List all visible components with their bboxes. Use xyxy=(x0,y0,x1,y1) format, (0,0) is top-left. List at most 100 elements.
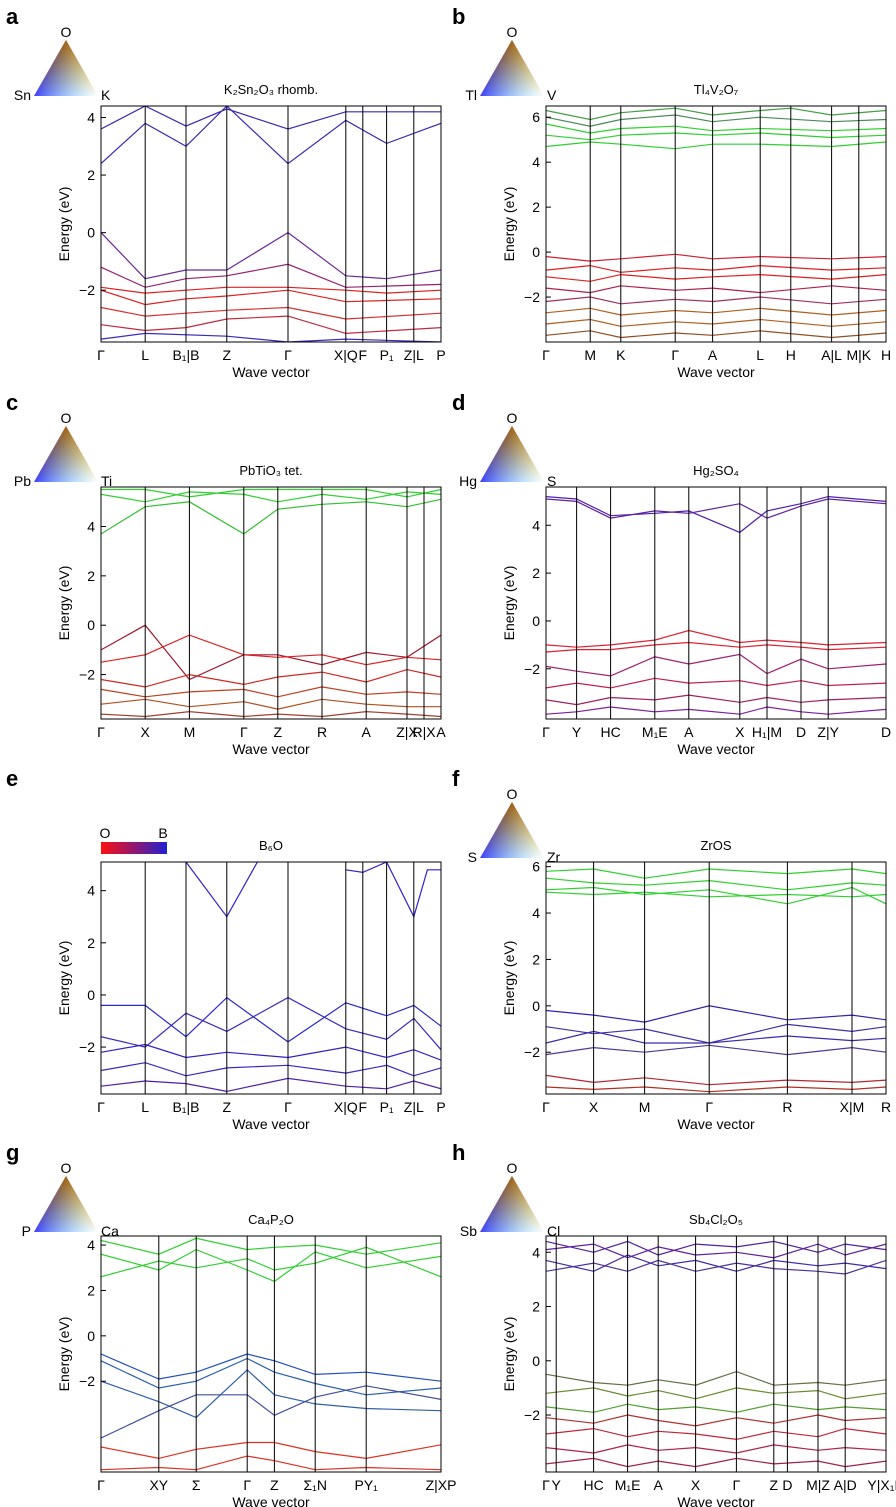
kpoint-label: HC xyxy=(583,1477,603,1493)
legend-right-label: V xyxy=(547,87,557,103)
y-tick-label: 0 xyxy=(532,998,540,1014)
kpoint-label: Γ xyxy=(705,1099,713,1115)
kpoint-label: R xyxy=(881,1099,891,1115)
band-line xyxy=(101,1043,441,1061)
band-line xyxy=(546,1259,886,1275)
composition-legend: O Sb Cl xyxy=(460,1160,560,1239)
kpoint-label: P xyxy=(436,347,445,363)
legend-right-label: Ti xyxy=(101,473,112,489)
y-axis-label: Energy (eV) xyxy=(56,1317,72,1392)
band-line xyxy=(101,1062,441,1077)
kpoint-label: H xyxy=(881,347,891,363)
kpoint-label: A xyxy=(654,1477,664,1493)
legend-top-label: O xyxy=(61,410,72,426)
band-line xyxy=(546,1370,886,1386)
legend-left-label: O xyxy=(100,825,111,841)
kpoint-label: Γ xyxy=(671,347,679,363)
kpoint-label: K xyxy=(616,347,626,363)
kpoint-label: P xyxy=(436,1099,445,1115)
y-axis-label: Energy (eV) xyxy=(56,566,72,641)
y-tick-label: 4 xyxy=(87,1237,95,1253)
band-line xyxy=(101,668,441,688)
band-line xyxy=(101,1385,441,1439)
band-line xyxy=(546,1414,886,1427)
panel-letter: c xyxy=(6,390,18,415)
y-tick-label: 4 xyxy=(87,518,95,534)
kpoint-label: Z xyxy=(223,1099,232,1115)
band-line xyxy=(546,123,886,134)
x-axis-label: Wave vector xyxy=(677,1116,755,1132)
band-lines xyxy=(101,862,441,1093)
band-line xyxy=(101,996,441,1043)
plot-frame xyxy=(100,1235,442,1473)
kpoint-label: M|Z xyxy=(806,1477,830,1493)
band-lines xyxy=(101,488,441,718)
plot-frame xyxy=(545,105,887,343)
panel-letter: e xyxy=(6,766,18,791)
composition-legend: O P Ca xyxy=(22,1160,119,1239)
band-line xyxy=(101,996,441,1051)
band-line xyxy=(546,1044,886,1056)
band-lines xyxy=(101,1237,441,1471)
band-line xyxy=(101,1357,441,1396)
band-line xyxy=(546,1427,886,1441)
x-axis-label: Wave vector xyxy=(232,741,310,757)
chart-title: B₆O xyxy=(259,838,283,853)
kpoint-label: A|D xyxy=(834,1477,857,1493)
band-line xyxy=(546,629,886,648)
band-line xyxy=(546,694,886,706)
kpoint-label: Σ xyxy=(192,1477,201,1493)
y-tick-label: −2 xyxy=(79,667,95,683)
y-tick-label: 0 xyxy=(532,244,540,260)
y-tick-label: −2 xyxy=(524,289,540,305)
band-line xyxy=(345,862,441,919)
kpoint-label: M₁E xyxy=(615,1477,641,1493)
band-line xyxy=(546,1240,886,1256)
legend-colorbar xyxy=(101,842,167,854)
band-line xyxy=(101,488,441,498)
band-line xyxy=(546,330,886,339)
kpoint-label: X xyxy=(141,724,151,740)
band-line xyxy=(546,495,886,534)
kpoint-label: D xyxy=(782,1477,792,1493)
panel-letter: b xyxy=(452,4,465,29)
legend-right-label: Cl xyxy=(547,1223,560,1239)
kpoint-label: Y xyxy=(572,724,582,740)
y-tick-label: 2 xyxy=(532,199,540,215)
kpoint-label: L xyxy=(756,347,764,363)
kpoint-label: Z|L xyxy=(404,347,424,363)
y-tick-label: 4 xyxy=(532,1244,540,1260)
kpoint-label: Γ xyxy=(240,724,248,740)
kpoint-label: A xyxy=(436,724,446,740)
band-line xyxy=(101,1237,441,1255)
legend-right-label: S xyxy=(547,473,556,489)
kpoint-label: H xyxy=(786,347,796,363)
y-tick-label: −2 xyxy=(524,661,540,677)
kpoint-label: Y xyxy=(552,1477,562,1493)
y-tick-label: 0 xyxy=(87,225,95,241)
kpoint-label: Γ xyxy=(243,1477,251,1493)
band-line xyxy=(546,1243,886,1259)
x-axis-label: Wave vector xyxy=(677,364,755,380)
legend-left-label: Hg xyxy=(459,473,477,489)
plot-frame xyxy=(545,486,887,720)
kpoint-label: L xyxy=(141,347,149,363)
band-line xyxy=(101,1353,441,1382)
y-tick-label: 0 xyxy=(87,1328,95,1344)
band-line xyxy=(546,868,886,879)
y-axis-label: Energy (eV) xyxy=(56,941,72,1016)
plot-frame xyxy=(100,861,442,1095)
band-line xyxy=(101,332,441,342)
band-line xyxy=(546,285,886,294)
band-line xyxy=(101,231,441,280)
band-line xyxy=(546,1403,886,1413)
legend-top-label: O xyxy=(61,1160,72,1176)
band-line xyxy=(101,498,441,535)
y-axis-label: Energy (eV) xyxy=(501,1317,517,1392)
kpoint-label: B₁|B xyxy=(172,1099,199,1115)
band-line xyxy=(546,653,886,677)
plot-frame xyxy=(100,486,442,720)
